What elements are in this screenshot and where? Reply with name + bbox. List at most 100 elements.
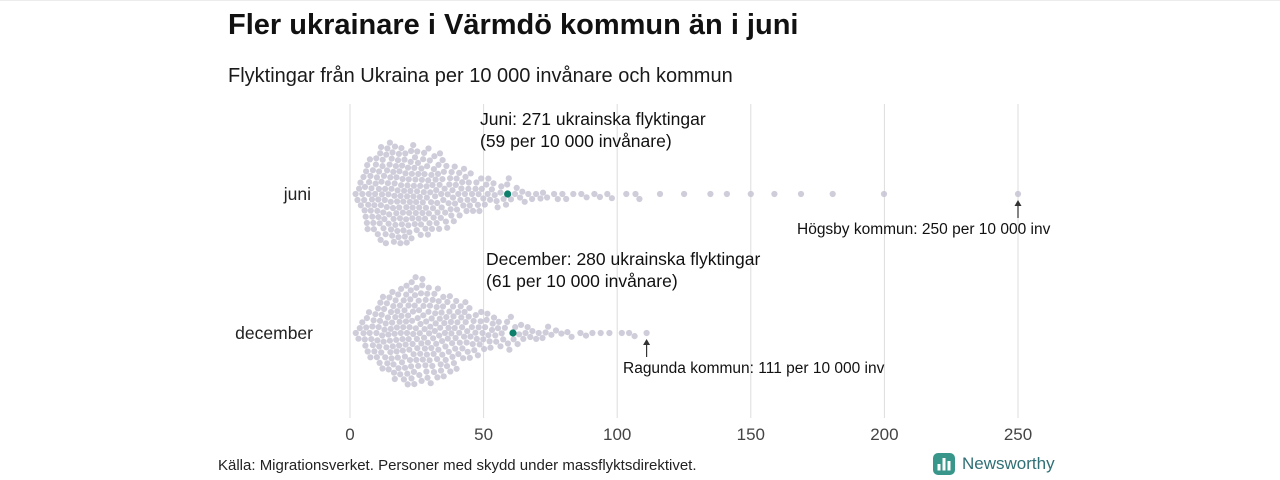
dot: [464, 196, 471, 203]
dot: [420, 312, 427, 319]
dot: [383, 300, 390, 307]
dot: [563, 195, 570, 203]
dot: [379, 163, 386, 170]
dot: [429, 205, 437, 212]
dot: [396, 215, 404, 222]
dot: [462, 299, 469, 306]
x-tick-label-50: 50: [474, 425, 494, 444]
dot: [369, 167, 376, 174]
dot: [513, 184, 520, 191]
dot: [385, 366, 392, 373]
dot: [397, 329, 404, 337]
brand-logo[interactable]: Newsworthy: [933, 453, 1055, 475]
dot: [415, 307, 423, 314]
dot: [406, 346, 413, 353]
dot: [425, 308, 432, 315]
dot: [484, 190, 491, 198]
dot: [422, 362, 429, 369]
dot: [421, 171, 428, 178]
dot: [483, 181, 490, 188]
dot: [387, 308, 395, 316]
dot: [379, 332, 386, 339]
dot: [420, 156, 427, 163]
dot: [407, 158, 414, 165]
dot: [447, 368, 454, 375]
dot: [396, 168, 403, 175]
dot: [436, 225, 443, 232]
dot: [398, 312, 405, 319]
dot: [393, 210, 400, 217]
dot: [608, 195, 616, 202]
dot: [378, 311, 385, 318]
dot: [438, 309, 445, 316]
dot: [401, 233, 408, 240]
dot: [445, 324, 452, 331]
dot: [414, 315, 421, 322]
dot: [360, 173, 367, 181]
dot: [410, 351, 417, 358]
dot: [459, 179, 466, 186]
dot: [551, 190, 558, 198]
dots-december: [352, 274, 650, 388]
dot: [446, 293, 453, 300]
dot: [453, 365, 460, 372]
dot: [429, 296, 436, 303]
dot: [459, 345, 466, 352]
dot: [450, 360, 457, 367]
dot: [430, 369, 438, 376]
dot: [394, 198, 401, 205]
dot: [452, 181, 459, 188]
dot: [393, 348, 400, 355]
dot: [451, 163, 458, 170]
dot: [438, 204, 445, 211]
dot: [391, 143, 399, 150]
dot: [372, 161, 379, 168]
dot: [398, 285, 405, 292]
dot: [399, 347, 406, 354]
dot: [394, 308, 401, 315]
dot: [498, 183, 505, 190]
dot: [626, 329, 633, 337]
dot: [426, 302, 434, 309]
dot: [436, 315, 443, 322]
dot: [395, 365, 402, 372]
x-axis: 0 50 100 150 200 250: [0, 425, 1280, 447]
dot: [386, 139, 393, 146]
dot: [412, 274, 419, 281]
dot: [395, 234, 402, 241]
dot: [355, 335, 362, 342]
dot: [466, 354, 473, 361]
dot: [423, 368, 430, 375]
dot: [444, 335, 451, 342]
dot: [435, 161, 442, 168]
source-note: Källa: Migrationsverket. Personer med sk…: [218, 457, 697, 474]
dot: [451, 324, 458, 332]
dot: [404, 370, 411, 377]
dot: [404, 193, 411, 200]
gridlines: [349, 104, 1019, 418]
dot: [405, 312, 412, 319]
dot: [548, 331, 555, 338]
dot: [423, 318, 430, 325]
dot: [570, 190, 577, 198]
dot: [448, 169, 455, 176]
dot: [442, 356, 449, 364]
dot: [379, 156, 386, 163]
dot: [618, 329, 625, 337]
outlier-arrowhead-juni: [1014, 200, 1022, 206]
dot: [368, 185, 375, 192]
dot: [461, 333, 468, 340]
dot: [375, 196, 382, 203]
dot: [417, 290, 425, 297]
dot: [497, 343, 504, 350]
dot: [376, 220, 383, 227]
dot: [486, 338, 493, 345]
dot: [388, 355, 395, 362]
dot: [465, 313, 472, 320]
dot: [388, 185, 395, 192]
dot: [392, 221, 399, 228]
dot: [376, 168, 383, 175]
annotation-juni-line1: Juni: 271 ukrainska flyktingar: [480, 109, 706, 129]
dot: [449, 187, 456, 194]
dot: [450, 218, 457, 225]
